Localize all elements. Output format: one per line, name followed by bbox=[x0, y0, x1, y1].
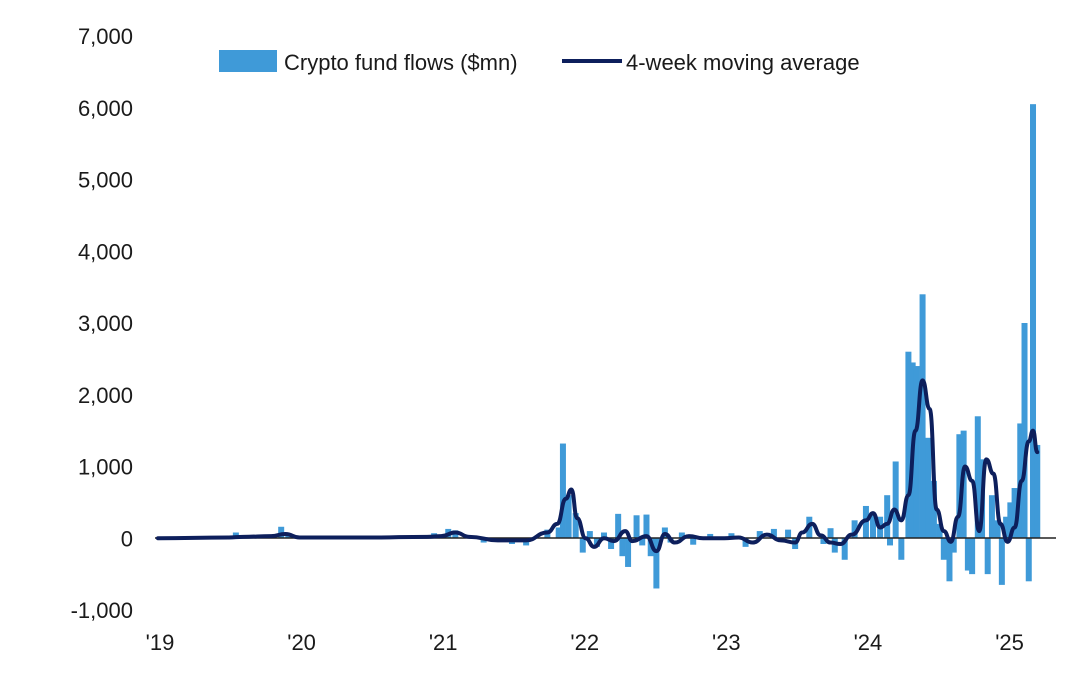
flow-bar bbox=[964, 538, 971, 571]
legend-line-label: 4-week moving average bbox=[626, 50, 860, 75]
x-tick-label: '21 bbox=[429, 630, 458, 655]
y-tick-label: 3,000 bbox=[78, 311, 133, 336]
flow-bar bbox=[608, 538, 615, 550]
y-tick-label: 0 bbox=[121, 526, 133, 551]
flow-bar bbox=[950, 538, 957, 553]
flow-bar bbox=[785, 529, 792, 539]
flow-bar bbox=[1007, 502, 1014, 539]
flow-bar bbox=[579, 538, 586, 553]
legend: Crypto fund flows ($mn) 4-week moving av… bbox=[219, 50, 860, 75]
flow-bar bbox=[1021, 323, 1028, 539]
flow-bar bbox=[572, 513, 579, 539]
y-tick-label: 2,000 bbox=[78, 383, 133, 408]
flow-bar bbox=[919, 294, 926, 539]
flow-bar bbox=[559, 443, 566, 539]
legend-bar-label: Crypto fund flows ($mn) bbox=[284, 50, 518, 75]
flow-bar bbox=[643, 514, 650, 539]
flow-bar bbox=[925, 437, 932, 539]
y-axis: 7,000 6,000 5,000 4,000 3,000 2,000 1,000 0 -1,0… bbox=[71, 24, 133, 623]
flow-bar bbox=[1030, 104, 1037, 539]
y-tick-label: 1,000 bbox=[78, 455, 133, 480]
flow-bar bbox=[742, 538, 749, 547]
flow-bar bbox=[639, 538, 646, 546]
flow-bar bbox=[1034, 444, 1041, 539]
legend-bar-swatch bbox=[219, 50, 277, 72]
flow-bar bbox=[969, 538, 976, 575]
flow-bar bbox=[625, 538, 632, 567]
flow-bar bbox=[956, 434, 963, 539]
bar-series bbox=[232, 104, 1041, 589]
flow-bar bbox=[827, 528, 834, 539]
flow-bar bbox=[930, 480, 937, 539]
flow-bar bbox=[905, 351, 912, 539]
y-tick-label: 6,000 bbox=[78, 96, 133, 121]
x-tick-label: '23 bbox=[712, 630, 741, 655]
x-tick-label: '19 bbox=[146, 630, 175, 655]
x-tick-label: '20 bbox=[287, 630, 316, 655]
flow-bar bbox=[565, 495, 572, 539]
flow-bar bbox=[988, 495, 995, 539]
flow-bar bbox=[870, 513, 877, 539]
flow-bar bbox=[555, 527, 562, 539]
flow-bar bbox=[633, 515, 640, 539]
x-tick-label: '22 bbox=[570, 630, 599, 655]
flow-bar bbox=[994, 520, 1001, 539]
flow-bar bbox=[831, 538, 838, 553]
flow-bar bbox=[1025, 538, 1032, 582]
flow-bar bbox=[974, 416, 981, 539]
flow-bar bbox=[707, 533, 714, 539]
y-tick-label: -1,000 bbox=[71, 598, 133, 623]
moving-average-line bbox=[156, 378, 1040, 554]
flow-bar bbox=[892, 461, 899, 539]
flow-bar bbox=[820, 538, 827, 544]
flow-bar bbox=[940, 538, 947, 560]
y-tick-label: 5,000 bbox=[78, 168, 133, 193]
flow-bar bbox=[690, 538, 697, 545]
flow-bar bbox=[913, 366, 920, 539]
flow-bar bbox=[728, 533, 735, 539]
flow-bar bbox=[1011, 488, 1018, 539]
x-axis: '19 '20 '21 '22 '23 '24 '25 bbox=[146, 630, 1024, 655]
flow-bar bbox=[586, 531, 593, 539]
flow-bar bbox=[936, 523, 943, 539]
flow-bar bbox=[756, 531, 763, 539]
x-tick-label: '24 bbox=[854, 630, 883, 655]
flow-bar bbox=[770, 528, 777, 539]
flow-bar bbox=[851, 520, 858, 539]
flow-bar bbox=[678, 532, 685, 539]
flow-bar bbox=[898, 538, 905, 560]
flow-bar bbox=[887, 538, 894, 546]
x-tick-label: '25 bbox=[995, 630, 1024, 655]
flow-bar bbox=[946, 538, 953, 582]
flow-bar bbox=[601, 532, 607, 539]
flow-bar bbox=[1003, 516, 1010, 539]
flow-bar bbox=[615, 513, 622, 539]
flow-bar bbox=[984, 538, 991, 575]
flow-bar bbox=[998, 538, 1005, 585]
flow-bar bbox=[884, 495, 891, 539]
y-tick-label: 4,000 bbox=[78, 239, 133, 264]
flow-bar bbox=[653, 538, 660, 589]
flow-bar bbox=[841, 538, 848, 560]
flow-bar bbox=[619, 538, 626, 557]
y-tick-label: 7,000 bbox=[78, 24, 133, 49]
